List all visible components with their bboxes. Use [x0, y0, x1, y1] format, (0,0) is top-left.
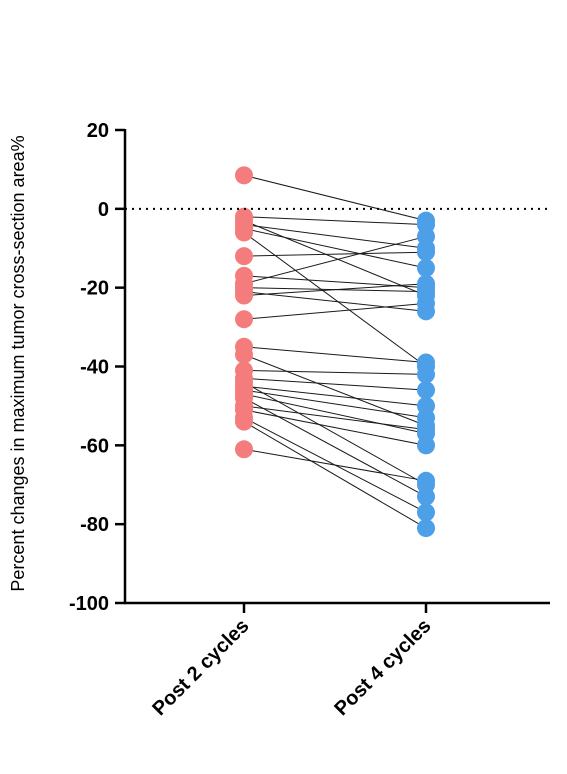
- pair-line: [243, 283, 427, 297]
- y-tick-label: -40: [80, 357, 109, 379]
- y-tick-label: 0: [98, 199, 109, 221]
- post-4-cycles-point: [417, 243, 435, 262]
- data-points: [235, 166, 435, 538]
- pair-line: [243, 220, 427, 297]
- x-category-label: Post 2 cycles: [148, 615, 253, 720]
- pair-line: [243, 346, 427, 364]
- pair-line: [243, 385, 427, 407]
- pair-line: [243, 291, 427, 312]
- pair-lines: [243, 174, 427, 529]
- y-axis-title: Percent changes in maximum tumor cross-s…: [8, 135, 28, 591]
- pair-line: [243, 377, 427, 391]
- post-4-cycles-point: [417, 274, 435, 293]
- post-4-cycles-point: [417, 365, 435, 384]
- post-2-cycles-point: [235, 345, 253, 364]
- pair-line: [243, 389, 427, 419]
- pair-line: [243, 251, 427, 257]
- post-4-cycles-point: [417, 420, 435, 439]
- pair-line: [243, 405, 427, 431]
- pair-line: [243, 235, 427, 285]
- y-ticks: 20 0 -20 -40 -60 -80 -100: [69, 120, 125, 615]
- y-tick-label: -80: [80, 514, 109, 536]
- y-tick-label: -20: [80, 278, 109, 300]
- pair-line: [243, 354, 427, 427]
- pair-line: [243, 448, 427, 482]
- post-2-cycles-point: [235, 286, 253, 305]
- pair-line: [243, 224, 427, 249]
- post-2-cycles-point: [235, 412, 253, 431]
- post-4-cycles-point: [417, 487, 435, 506]
- pair-line: [243, 232, 427, 367]
- x-ticks: Post 2 cycles Post 4 cycles: [148, 603, 436, 720]
- pair-line: [243, 381, 427, 486]
- pair-line: [243, 421, 427, 529]
- post-4-cycles-point: [417, 519, 435, 538]
- y-tick-label: -100: [69, 593, 109, 615]
- pair-line: [243, 228, 427, 269]
- post-4-cycles-point: [417, 227, 435, 246]
- pair-line: [243, 409, 427, 446]
- pair-line: [243, 393, 427, 434]
- pair-line: [243, 397, 427, 498]
- post-4-cycles-point: [417, 258, 435, 277]
- post-4-cycles-point: [417, 381, 435, 400]
- post-4-cycles-point: [417, 503, 435, 522]
- post-2-cycles-point: [235, 310, 253, 329]
- pair-line: [243, 216, 427, 226]
- pair-line: [243, 302, 427, 320]
- post-2-cycles-point: [235, 223, 253, 242]
- pair-line: [243, 369, 427, 375]
- post-4-cycles-point: [417, 294, 435, 313]
- post-2-cycles-point: [235, 247, 253, 266]
- post-4-cycles-point: [417, 471, 435, 490]
- post-4-cycles-point: [417, 436, 435, 455]
- y-tick-label: -60: [80, 435, 109, 457]
- y-tick-label: 20: [87, 120, 109, 142]
- post-2-cycles-point: [235, 166, 253, 185]
- post-2-cycles-point: [235, 440, 253, 459]
- pair-line: [243, 174, 427, 222]
- x-category-label: Post 4 cycles: [330, 615, 435, 720]
